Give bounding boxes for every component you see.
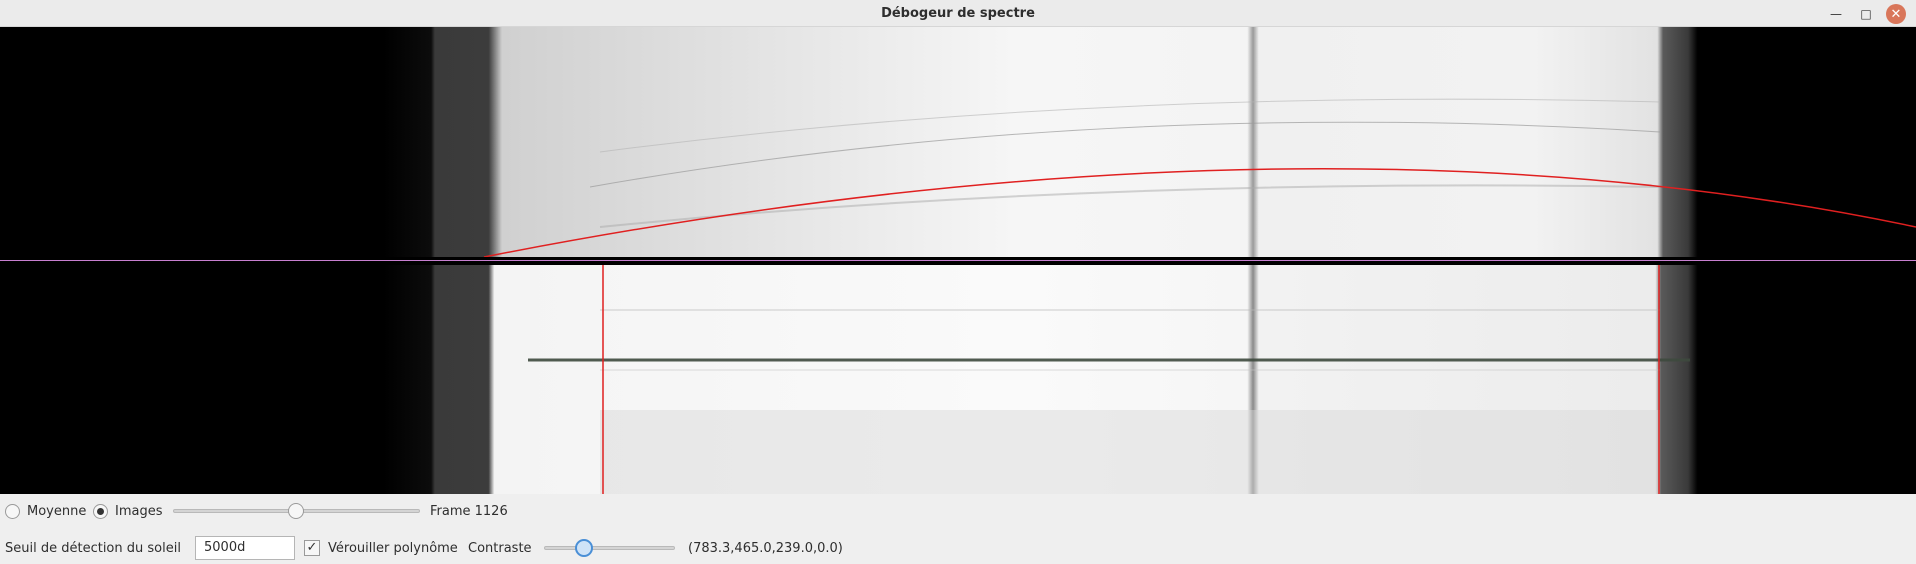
- radio-average[interactable]: [5, 504, 20, 519]
- contrast-slider-thumb[interactable]: [575, 539, 593, 557]
- detection-threshold-label: Seuil de détection du soleil: [5, 541, 181, 556]
- frame-slider-thumb[interactable]: [288, 503, 304, 519]
- lock-polynomial-checkbox[interactable]: ✓: [304, 540, 320, 556]
- view-separator: [0, 257, 1916, 265]
- detection-controls: Seuil de détection du soleil 5000d ✓ Vér…: [0, 533, 1916, 563]
- contrast-label: Contraste: [468, 541, 532, 556]
- fit-curve: [483, 168, 1916, 257]
- radio-images-label[interactable]: Images: [115, 504, 163, 519]
- window-title: Débogeur de spectre: [881, 6, 1035, 21]
- detection-threshold-input[interactable]: 5000d: [195, 536, 295, 560]
- frame-controls: Moyenne Images Frame 1126: [0, 496, 1916, 526]
- contrast-slider[interactable]: [544, 546, 675, 550]
- title-bar: Débogeur de spectre — □ ✕: [0, 0, 1916, 27]
- corrected-image-view[interactable]: [0, 265, 1916, 494]
- spectrum-image-view[interactable]: [0, 27, 1916, 257]
- close-icon[interactable]: ✕: [1886, 4, 1906, 24]
- lock-polynomial-label[interactable]: Vérouiller polynôme: [328, 541, 458, 556]
- maximize-icon[interactable]: □: [1860, 7, 1872, 21]
- minimize-icon[interactable]: —: [1830, 7, 1842, 21]
- coordinate-readout: (783.3,465.0,239.0,0.0): [688, 541, 843, 556]
- radio-images[interactable]: [93, 504, 108, 519]
- frame-label: Frame 1126: [430, 504, 508, 519]
- radio-average-label[interactable]: Moyenne: [27, 504, 87, 519]
